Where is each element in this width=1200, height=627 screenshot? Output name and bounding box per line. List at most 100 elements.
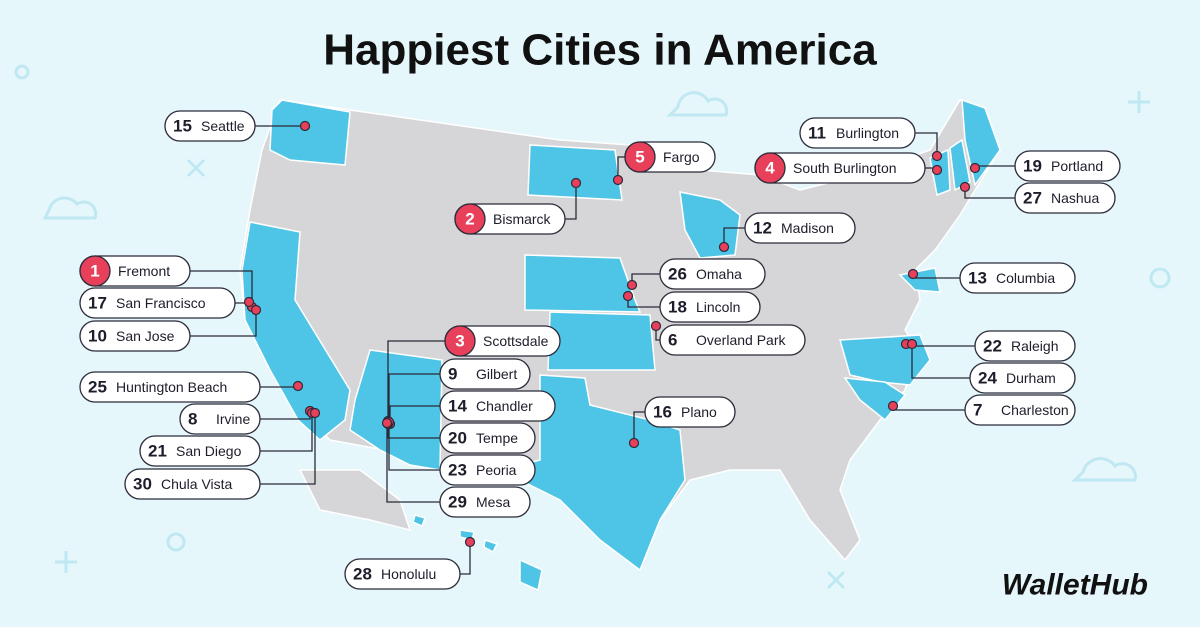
rank: 5 <box>635 148 644 167</box>
label-pill <box>659 324 806 356</box>
city-dot <box>309 407 321 419</box>
city-label: 20 Tempe <box>382 418 536 454</box>
city-name: Raleigh <box>1011 338 1058 354</box>
city-name: South Burlington <box>793 160 897 176</box>
city-name: Honolulu <box>381 566 436 582</box>
city-label: 5 Fargo <box>612 141 716 186</box>
city-name: Durham <box>1006 370 1056 386</box>
city-label: 4 South Burlington <box>754 152 943 184</box>
city-name: Omaha <box>696 266 742 282</box>
city-label: 16 Plano <box>628 396 736 449</box>
rank: 26 <box>668 265 687 284</box>
city-name: Scottsdale <box>483 333 549 349</box>
brand-logo: WalletHub <box>1002 569 1148 602</box>
city-dot <box>622 290 634 302</box>
label-pill <box>974 330 1076 362</box>
label-pill <box>439 390 556 422</box>
rank-badge <box>624 141 656 173</box>
city-name: Charleston <box>1001 402 1069 418</box>
rank: 30 <box>133 475 152 494</box>
city-dot <box>906 338 918 350</box>
rank: 14 <box>448 397 467 416</box>
city-name: Columbia <box>996 270 1055 286</box>
label-pill <box>164 110 256 142</box>
city-name: San Jose <box>116 328 175 344</box>
city-label: 13 Columbia <box>907 262 1076 294</box>
city-dot <box>464 536 476 548</box>
rank: 21 <box>148 442 167 461</box>
leader-line <box>460 542 471 575</box>
city-dot <box>907 268 919 280</box>
city-name: Burlington <box>836 125 899 141</box>
rank: 25 <box>88 378 107 397</box>
city-name: Overland Park <box>696 332 786 348</box>
label-pill <box>139 435 261 467</box>
label-pill <box>79 320 191 352</box>
city-name: Tempe <box>476 430 518 446</box>
city-dot <box>931 164 943 176</box>
leader-line <box>260 413 316 485</box>
city-name: Peoria <box>476 462 517 478</box>
rank-badge <box>454 203 486 235</box>
city-label: 26 Omaha <box>626 258 766 291</box>
city-dot <box>931 150 943 162</box>
label-pill <box>79 371 261 403</box>
leader-line <box>911 344 970 379</box>
rank: 10 <box>88 327 107 346</box>
city-label: 25 Huntington Beach <box>79 371 304 403</box>
leader-line <box>190 310 257 337</box>
city-label: 3 Scottsdale <box>382 325 561 427</box>
label-pill <box>439 454 536 486</box>
label-pill <box>1014 182 1116 214</box>
city-dot <box>292 380 304 392</box>
rank: 3 <box>455 332 464 351</box>
city-dot <box>969 162 981 174</box>
leader-line <box>190 270 253 307</box>
label-pill <box>969 362 1076 394</box>
city-label: 9 Gilbert <box>383 358 531 429</box>
label-pill <box>659 291 761 323</box>
title: Happiest Cities in America <box>323 26 877 75</box>
rank: 8 <box>188 410 197 429</box>
city-name: Mesa <box>476 494 510 510</box>
rank: 7 <box>973 401 982 420</box>
city-label: 27 Nashua <box>959 181 1116 214</box>
rank: 19 <box>1023 157 1042 176</box>
city-dot <box>243 296 255 308</box>
leader-line <box>388 373 440 423</box>
label-pill <box>1014 150 1121 182</box>
rank: 6 <box>668 331 677 350</box>
city-label: 17 San Francisco <box>79 287 255 319</box>
leader-line <box>915 132 938 156</box>
rank: 16 <box>653 403 672 422</box>
label-pill <box>439 358 531 390</box>
rank: 20 <box>448 429 467 448</box>
city-name: Fargo <box>663 149 700 165</box>
label-pill <box>799 117 916 149</box>
label-pill <box>644 396 736 428</box>
leader-line <box>388 422 440 471</box>
city-dot <box>570 177 582 189</box>
city-dot <box>718 241 730 253</box>
rank: 29 <box>448 493 467 512</box>
rank: 17 <box>88 294 107 313</box>
leader-line <box>723 227 745 247</box>
city-dot <box>250 304 262 316</box>
city-name: Portland <box>1051 158 1103 174</box>
city-name: Chandler <box>476 398 533 414</box>
label-pill <box>124 468 261 500</box>
city-label: 22 Raleigh <box>900 330 1076 362</box>
city-label: 24 Durham <box>906 338 1076 394</box>
rank: 24 <box>978 369 997 388</box>
city-label: 12 Madison <box>718 212 856 253</box>
city-dot <box>381 417 393 429</box>
rank: 27 <box>1023 189 1042 208</box>
city-label: 28 Honolulu <box>344 536 476 590</box>
leader-line <box>386 423 440 503</box>
leader-line <box>565 183 577 220</box>
city-label: 14 Chandler <box>384 390 556 430</box>
leader-line <box>260 413 313 452</box>
city-label: 15 Seattle <box>164 110 311 142</box>
city-name: Fremont <box>118 263 170 279</box>
